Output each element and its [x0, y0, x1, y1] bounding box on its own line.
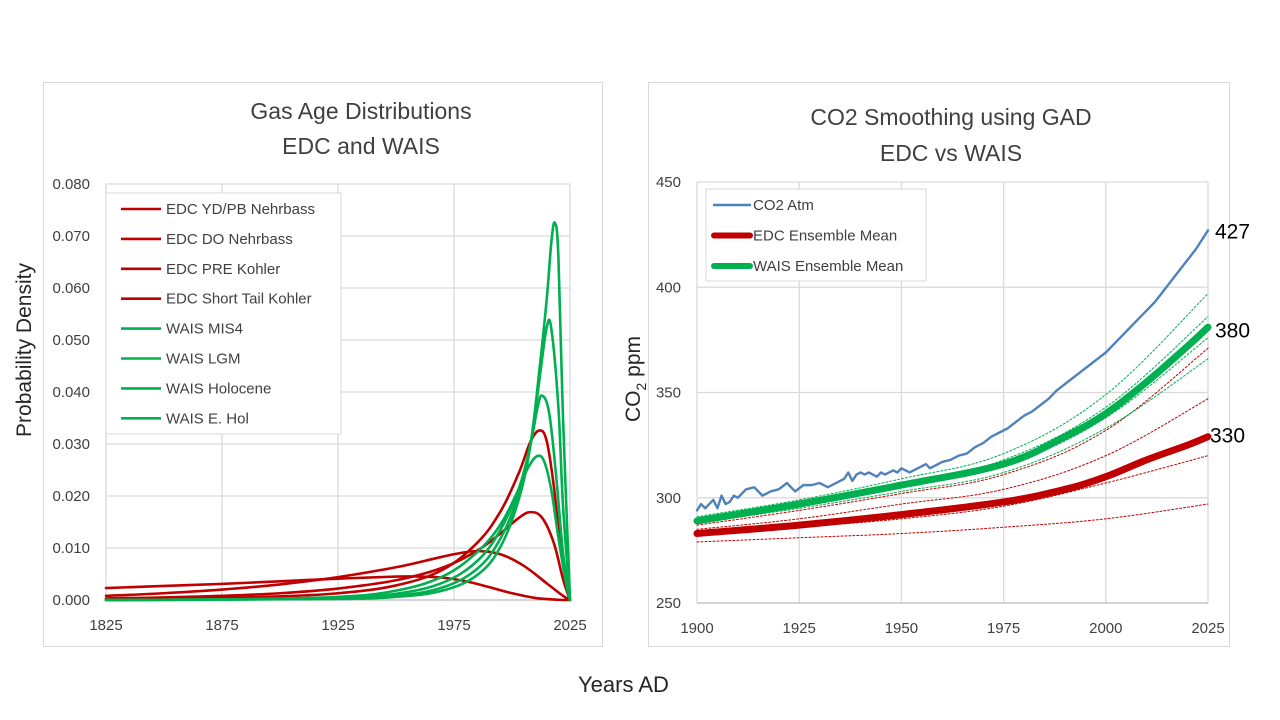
- y-tick-label: 0.010: [52, 540, 90, 557]
- legend-label-wais-lgm: WAIS LGM: [166, 351, 240, 368]
- series-line-wais-member-4: [696, 293, 1209, 518]
- series-line-edc-member-4: [696, 347, 1209, 526]
- right-chart-title-line2: EDC vs WAIS: [880, 140, 1022, 166]
- right-y-axis-title: CO2 ppm: [622, 336, 649, 422]
- co2-smoothing-panel: [648, 82, 1230, 647]
- y-tick-label: 0.040: [52, 384, 90, 401]
- left-y-ticks: 0.000 0.010 0.020 0.030 0.040 0.050 0.060 0.070…: [52, 176, 90, 609]
- series-line-wais-member-2: [696, 337, 1209, 522]
- shared-x-axis-title: Years AD: [578, 672, 669, 697]
- left-chart-title-line1: Gas Age Distributions: [250, 98, 471, 124]
- y-tick-label: 0.070: [52, 228, 90, 245]
- end-value-label-380: 380: [1215, 319, 1250, 342]
- series-line-edc-short-tail-kohler: [104, 429, 572, 602]
- legend-label-edc-pre-kohler: EDC PRE Kohler: [166, 261, 280, 278]
- right-x-ticks: 1900 1925 1950 1975 2000 2025: [680, 620, 1224, 637]
- y-tick-label: 250: [656, 595, 681, 612]
- series-line-co2-atm: [695, 229, 1210, 512]
- legend-label-edc-short-tail-kohler: EDC Short Tail Kohler: [166, 291, 312, 308]
- series-line-wais-e-hol: [104, 221, 572, 602]
- x-tick-label: 1825: [89, 617, 122, 634]
- right-series-lines: [693, 229, 1212, 543]
- legend-label-wais-ensemble-mean: WAIS Ensemble Mean: [753, 258, 903, 275]
- right-y-ticks: 250 300 350 400 450: [656, 174, 681, 612]
- series-line-edc-yd-pb-nehrbass: [104, 575, 572, 602]
- left-legend: EDC YD/PB Nehrbass EDC DO Nehrbass EDC PRE…: [105, 192, 342, 435]
- series-line-wais-ensemble-mean: [693, 323, 1212, 525]
- x-tick-label: 1975: [987, 620, 1020, 637]
- right-chart-title-line1: CO2 Smoothing using GAD: [810, 104, 1091, 130]
- right-end-labels: 427 380 330: [1210, 220, 1251, 448]
- series-line-edc-do-nehrbass: [104, 549, 572, 602]
- x-tick-label: 1950: [885, 620, 918, 637]
- y-title-subscript: 2: [633, 382, 649, 390]
- x-tick-label: 2025: [1191, 620, 1224, 637]
- x-tick-label: 1925: [783, 620, 816, 637]
- legend-label-edc-do-nehrbass: EDC DO Nehrbass: [166, 231, 293, 248]
- series-line-wais-member-3: [696, 316, 1209, 520]
- x-tick-label: 1975: [437, 617, 470, 634]
- legend-label-wais-e-hol: WAIS E. Hol: [166, 410, 249, 427]
- y-tick-label: 0.060: [52, 280, 90, 297]
- y-tick-label: 0.080: [52, 176, 90, 193]
- y-tick-label: 400: [656, 279, 681, 296]
- right-legend: CO2 Atm EDC Ensemble Mean WAIS Ensemble Me…: [705, 188, 927, 282]
- legend-label-wais-holocene: WAIS Holocene: [166, 380, 271, 397]
- left-chart-title-line2: EDC and WAIS: [282, 133, 440, 159]
- x-tick-label: 1925: [321, 617, 354, 634]
- y-tick-label: 0.050: [52, 332, 90, 349]
- y-tick-label: 350: [656, 385, 681, 402]
- end-value-label-330: 330: [1210, 425, 1245, 448]
- series-line-edc-member-3: [696, 398, 1209, 530]
- series-line-edc-ensemble-mean: [693, 433, 1212, 538]
- legend-label-edc-ensemble-mean: EDC Ensemble Mean: [753, 228, 897, 245]
- left-y-axis-title: Probability Density: [13, 263, 36, 437]
- left-series-lines: [104, 221, 572, 602]
- y-tick-label: 300: [656, 490, 681, 507]
- gas-age-chart: Gas Age Distributions EDC and WAIS Proba…: [13, 98, 587, 634]
- x-tick-label: 2000: [1089, 620, 1122, 637]
- series-line-edc-member-1: [696, 503, 1209, 543]
- y-tick-label: 0.030: [52, 436, 90, 453]
- y-title-co: CO: [622, 390, 645, 422]
- legend-label-wais-mis4: WAIS MIS4: [166, 321, 243, 338]
- end-value-label-427: 427: [1215, 220, 1250, 243]
- y-tick-label: 0.020: [52, 488, 90, 505]
- x-tick-label: 1875: [205, 617, 238, 634]
- y-tick-label: 0.000: [52, 592, 90, 609]
- y-title-ppm: ppm: [622, 336, 645, 383]
- left-x-ticks: 1825 1875 1925 1975 2025: [89, 617, 586, 634]
- series-line-wais-member-1: [696, 358, 1209, 524]
- co2-chart: CO2 Smoothing using GAD EDC vs WAIS CO2 …: [622, 104, 1250, 637]
- legend-label-co2-atm: CO2 Atm: [753, 197, 814, 214]
- x-tick-label: 2025: [553, 617, 586, 634]
- left-legend-box: [105, 192, 342, 435]
- y-tick-label: 450: [656, 174, 681, 191]
- x-tick-label: 1900: [680, 620, 713, 637]
- legend-label-edc-yd-pb-nehrbass: EDC YD/PB Nehrbass: [166, 201, 315, 218]
